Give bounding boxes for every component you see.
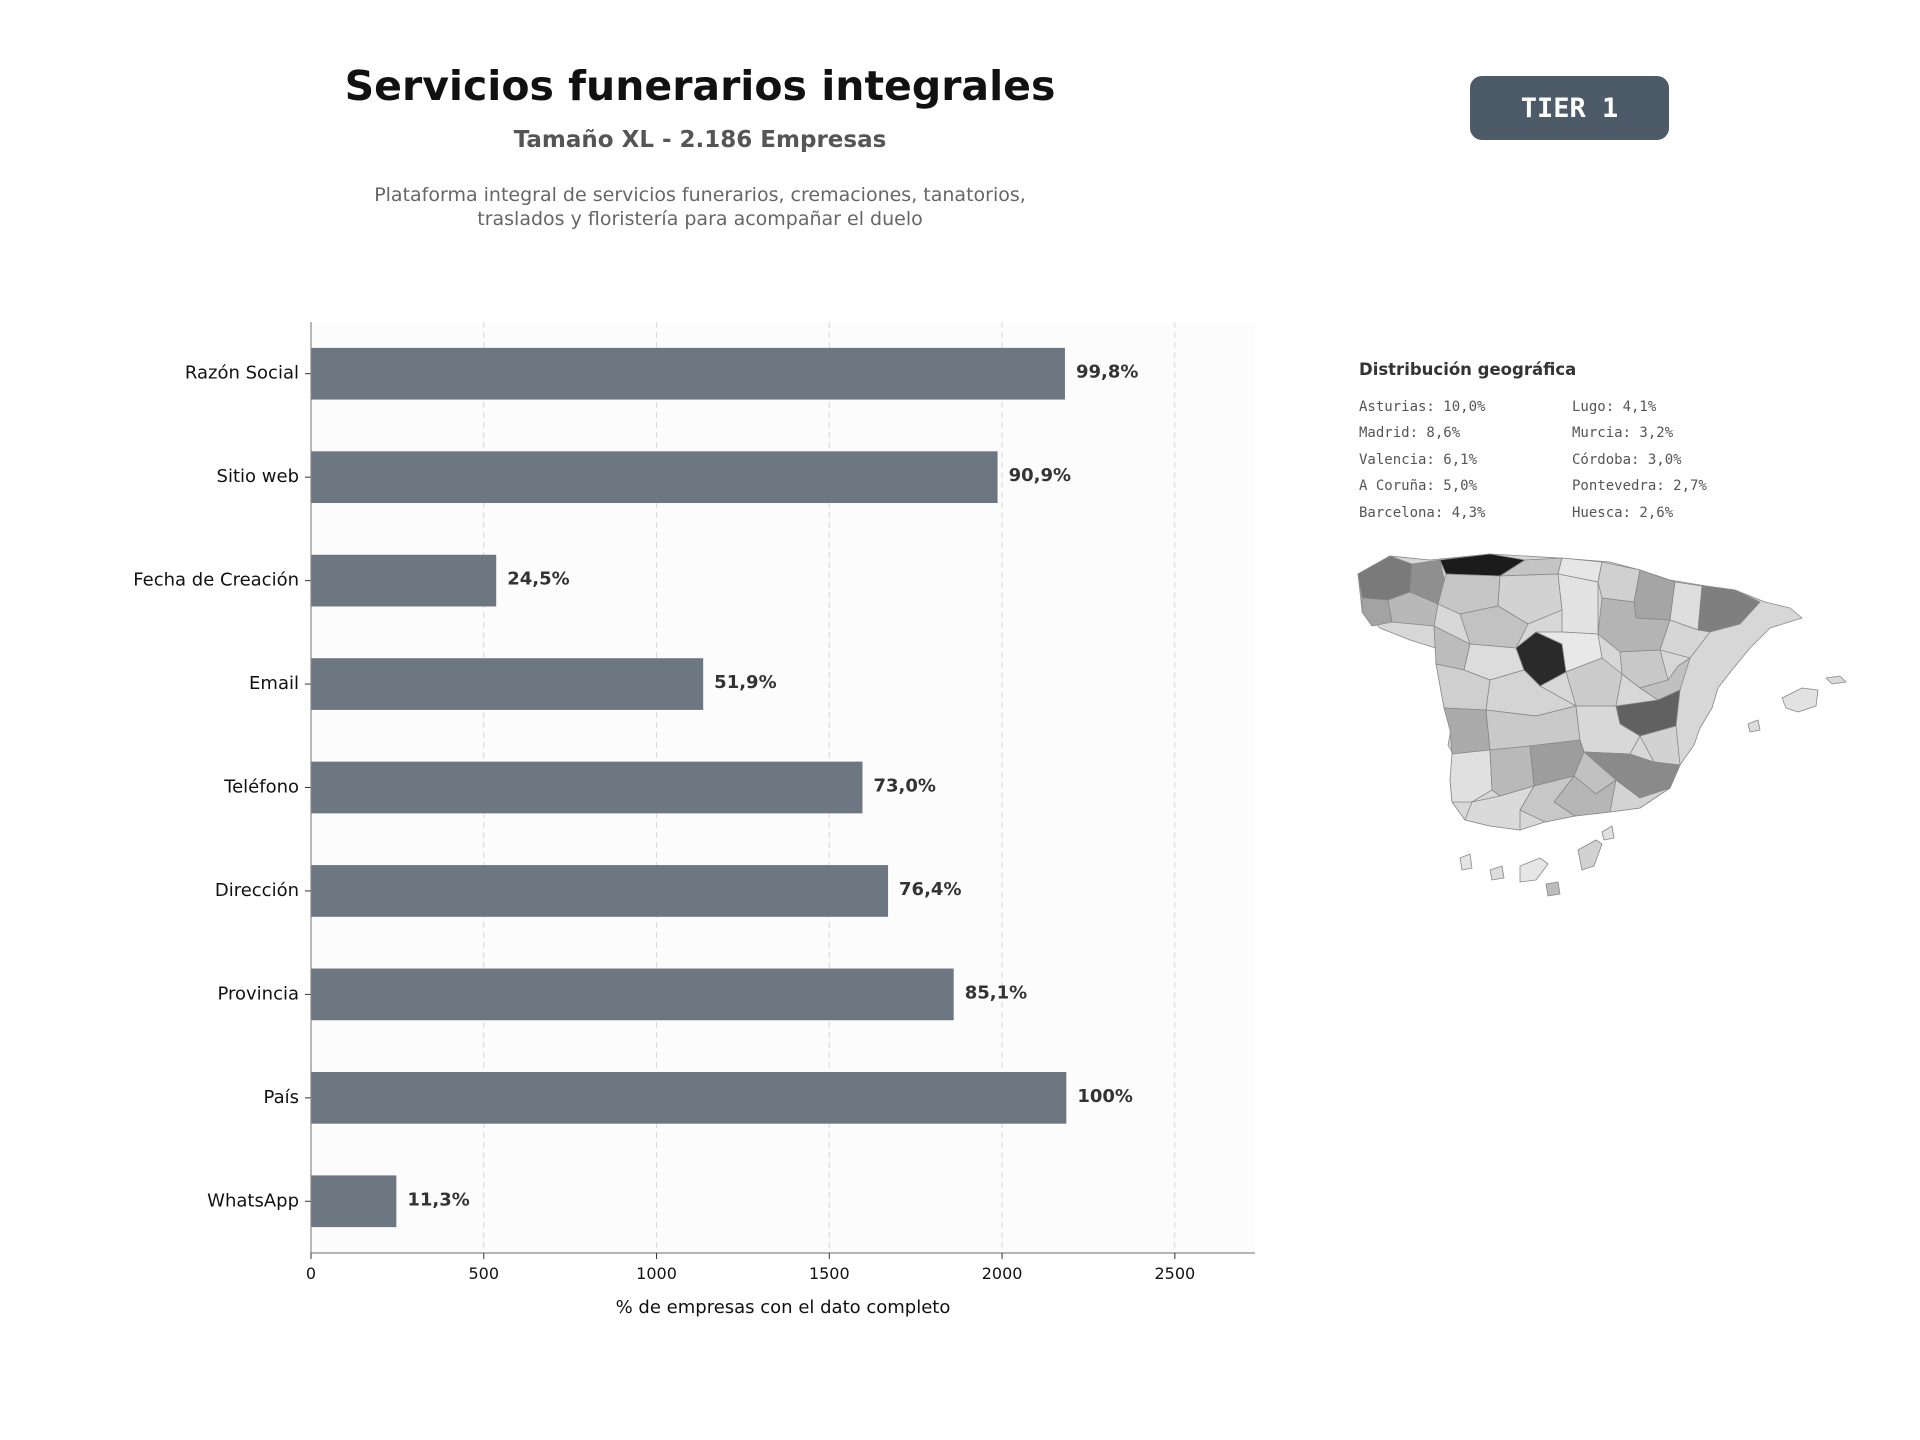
category-label: Razón Social — [185, 363, 299, 384]
geo-item: Lugo: 4,1% — [1572, 399, 1657, 415]
description-line-1: Plataforma integral de servicios funerar… — [374, 184, 1026, 206]
geo-item: Huesca: 2,6% — [1572, 504, 1674, 521]
category-label: Provincia — [217, 983, 299, 1004]
value-label: 51,9% — [714, 672, 776, 693]
region-canarias-2 — [1489, 865, 1505, 881]
category-label: Email — [249, 673, 299, 694]
value-label: 11,3% — [407, 1189, 469, 1210]
region-almeria — [1609, 779, 1671, 813]
region-canarias-7 — [1601, 825, 1615, 841]
region-huesca — [1633, 569, 1676, 621]
bar — [311, 658, 704, 710]
region-a-coruna — [1357, 555, 1413, 601]
x-tick-label: 0 — [306, 1264, 316, 1283]
category-label: Fecha de Creación — [133, 570, 299, 591]
bar — [311, 865, 889, 917]
bar — [311, 1071, 1067, 1124]
region-pontevedra — [1361, 597, 1393, 627]
x-tick-label: 1000 — [636, 1264, 677, 1283]
geo-item: Pontevedra: 2,7% — [1572, 478, 1707, 495]
value-label: 99,8% — [1076, 362, 1138, 383]
value-label: 73,0% — [873, 776, 935, 797]
region-cadiz — [1464, 785, 1535, 831]
region-soria — [1557, 573, 1599, 635]
region-ibiza — [1747, 719, 1761, 733]
region-canarias-1 — [1459, 853, 1473, 871]
spain-choropleth-map — [1340, 540, 1847, 897]
x-tick-label: 2500 — [1154, 1264, 1195, 1283]
bar — [311, 761, 863, 814]
region-cuenca — [1565, 657, 1623, 707]
category-label: País — [264, 1087, 299, 1108]
region-huelva — [1449, 749, 1493, 803]
geo-distribution-list: Asturias: 10,0% Lugo: 4,1% Madrid: 8,6% … — [1359, 398, 1799, 523]
region-canarias-4 — [1519, 857, 1549, 883]
geo-item: Córdoba: 3,0% — [1572, 451, 1682, 468]
description-line-2: traslados y floristería para acompañar e… — [477, 208, 923, 230]
bar — [311, 347, 1065, 400]
value-label: 24,5% — [507, 569, 569, 590]
region-menorca — [1825, 675, 1847, 685]
page-title: Servicios funerarios integrales — [344, 62, 1056, 110]
region-ourense — [1387, 591, 1439, 627]
bar — [311, 554, 497, 607]
value-label: 90,9% — [1009, 465, 1071, 486]
region-valladolid — [1459, 605, 1529, 649]
category-label: Dirección — [215, 880, 299, 901]
region-tarragona — [1659, 619, 1711, 659]
geo-item: Asturias: 10,0% — [1359, 399, 1486, 415]
value-label: 76,4% — [899, 879, 961, 900]
geo-distribution-title: Distribución geográfica — [1359, 360, 1577, 379]
region-mallorca — [1781, 687, 1819, 713]
category-label: WhatsApp — [207, 1190, 299, 1211]
x-tick-label: 2000 — [982, 1264, 1023, 1283]
page-subtitle: Tamaño XL - 2.186 Empresas — [513, 127, 887, 153]
bar — [311, 451, 998, 504]
category-label: Teléfono — [223, 777, 299, 798]
region-canarias-5 — [1545, 881, 1561, 897]
geo-item: Murcia: 3,2% — [1572, 425, 1674, 442]
bar — [311, 1175, 397, 1228]
geo-item: A Coruña: 5,0% — [1359, 478, 1478, 495]
category-label: Sitio web — [217, 466, 299, 487]
page-description: Plataforma integral de servicios funerar… — [300, 183, 1100, 231]
region-canarias-6 — [1577, 839, 1603, 871]
bar — [311, 968, 954, 1021]
value-label: 85,1% — [965, 982, 1027, 1003]
geo-item: Madrid: 8,6% — [1359, 425, 1461, 442]
x-tick-label: 1500 — [809, 1264, 850, 1283]
region-burgos — [1497, 573, 1563, 625]
x-axis-title: % de empresas con el dato completo — [616, 1297, 951, 1318]
value-label: 100% — [1077, 1086, 1133, 1107]
tier-badge: TIER 1 — [1470, 76, 1669, 140]
x-tick-label: 500 — [468, 1264, 499, 1283]
geo-item: Barcelona: 4,3% — [1359, 504, 1486, 521]
geo-item: Valencia: 6,1% — [1359, 451, 1478, 468]
